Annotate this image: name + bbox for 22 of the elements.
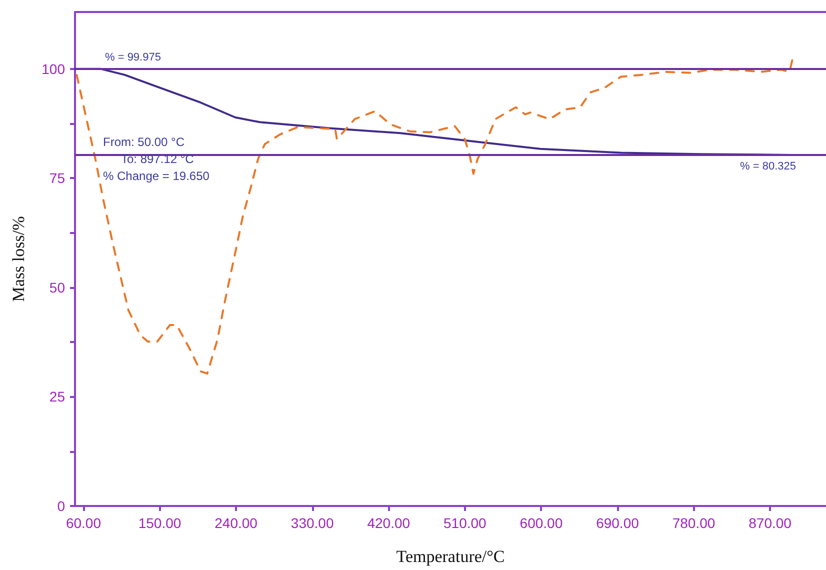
y-axis-title: Mass loss/% [9,216,28,302]
x-tick-label: 600.00 [520,515,563,531]
x-tick-label: 240.00 [214,515,258,531]
ref-line-label: % = 99.975 [105,51,161,64]
y-tick-label: 100 [42,60,66,77]
x-tick-label: 510.00 [443,515,487,531]
x-axis-title: Temperature/°C [396,547,505,566]
x-tick-label: 780.00 [672,515,716,531]
annotation: % Change = 19.650 [103,169,210,183]
y-tick-label: 50 [49,279,66,296]
x-tick-label: 330.00 [290,515,334,531]
x-tick-label: 690.00 [596,515,640,531]
y-tick-label: 75 [49,170,66,186]
ref-line-label: % = 80.325 [740,160,796,172]
x-tick-label: 60.00 [66,515,102,531]
annotation: From: 50.00 °C [103,135,185,149]
y-tick-label: 0 [57,498,66,514]
x-tick-label: 870.00 [748,515,792,531]
annotation: To: 897.12 °C [121,152,194,166]
y-tick-label: 25 [49,388,66,405]
x-tick-label: 420.00 [367,515,410,531]
x-tick-label: 150.00 [138,515,182,531]
